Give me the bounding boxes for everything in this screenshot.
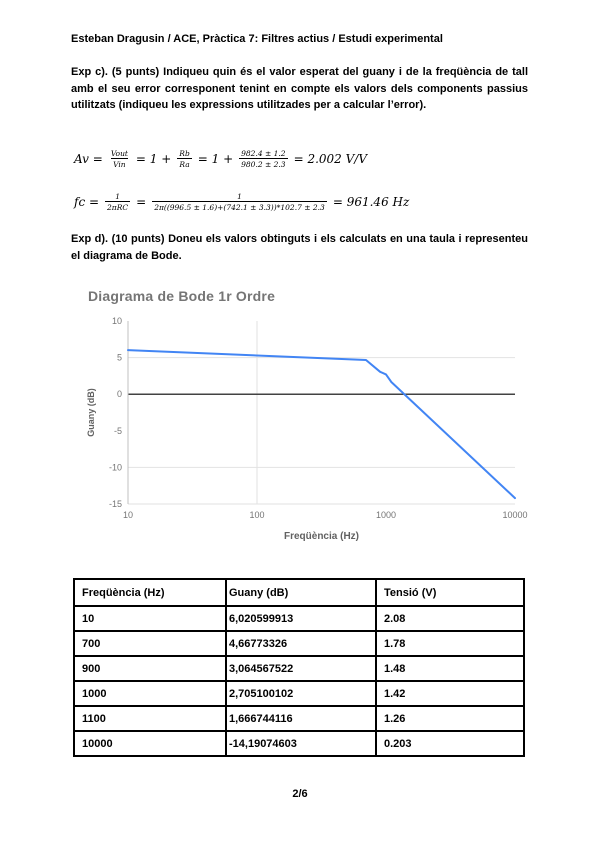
- svg-text:-10: -10: [109, 462, 122, 472]
- x-tick-labels: 10 100 1000 10000: [123, 510, 528, 520]
- table-body: 10 6,020599913 2.08 700 4,66773326 1.78 900 3,0…: [73, 605, 525, 757]
- bode-chart: Diagrama de Bode 1r Ordre 10 5 0 -5 -10 -15 10…: [80, 288, 550, 542]
- table-header-cell: Tensió (V): [375, 578, 525, 607]
- table-cell: 1100: [73, 705, 227, 732]
- table-cell: 0.203: [375, 730, 525, 757]
- fraction-denominator: Ra: [177, 158, 192, 169]
- table-cell: 1.48: [375, 655, 525, 682]
- table-cell: 4,66773326: [225, 630, 377, 657]
- formula-fraction: Vout Vin: [109, 149, 130, 170]
- table-header-row: Freqüència (Hz) Guany (dB) Tensió (V): [73, 578, 525, 607]
- table-header-cell: Guany (dB): [225, 578, 377, 607]
- y-axis-title: Guany (dB): [86, 388, 96, 437]
- table-row: 1100 1,666744116 1.26: [73, 705, 525, 732]
- y-tick-labels: 10 5 0 -5 -10 -15: [109, 316, 122, 509]
- table-cell: 2.08: [375, 605, 525, 632]
- fraction-numerator: 982.4 ± 1.2: [241, 148, 286, 158]
- chart-title: Diagrama de Bode 1r Ordre: [88, 288, 276, 304]
- fraction-denominator: 980.2 ± 2.3: [239, 158, 288, 169]
- svg-text:-5: -5: [114, 426, 122, 436]
- table-cell: 1000: [73, 680, 227, 707]
- table-head: Freqüència (Hz) Guany (dB) Tensió (V): [73, 578, 525, 607]
- formula-text: = 961.46 Hz: [332, 195, 410, 209]
- svg-text:10: 10: [112, 316, 122, 326]
- exp-c-paragraph: Exp c). (5 punts) Indiqueu quin és el va…: [71, 66, 528, 112]
- formula-text: =: [136, 195, 147, 209]
- fraction-numerator: Rb: [179, 148, 190, 158]
- exp-d-paragraph: Exp d). (10 punts) Doneu els valors obti…: [71, 233, 528, 262]
- formula-fraction: 982.4 ± 1.2 980.2 ± 2.3: [239, 148, 288, 170]
- gain-formula: Av = Vout Vin = 1 + Rb Ra = 1 + 982.4 ± 1.2 980.…: [71, 146, 370, 172]
- cutoff-formula: fc = 1 2πRC = 1 2π((996.5 ± 1.6)+(742.1 ± 3.3…: [71, 189, 412, 215]
- table-row: 10 6,020599913 2.08: [73, 605, 525, 632]
- gain-series-line: [127, 349, 516, 500]
- formula-text: Av =: [74, 152, 103, 166]
- fraction-denominator: Vin: [111, 158, 128, 169]
- table-cell: 10: [73, 605, 227, 632]
- table-header-cell: Freqüència (Hz): [73, 578, 227, 607]
- svg-text:-15: -15: [109, 499, 122, 509]
- table-cell: -14,19074603: [225, 730, 377, 757]
- fraction-numerator: 1: [115, 191, 120, 201]
- formula-fraction: 1 2πRC: [105, 191, 131, 213]
- table-cell: 900: [73, 655, 227, 682]
- table-cell: 700: [73, 630, 227, 657]
- page-number: 2/6: [292, 788, 308, 800]
- table-row: 1000 2,705100102 1.42: [73, 680, 525, 707]
- fraction-numerator: Vout: [110, 148, 128, 158]
- svg-text:100: 100: [249, 510, 264, 520]
- formula-text: = 1 +: [135, 152, 172, 166]
- document-header: Esteban Dragusin / ACE, Pràctica 7: Filt…: [71, 33, 443, 45]
- table-row: 900 3,064567522 1.48: [73, 655, 525, 682]
- svg-text:5: 5: [117, 353, 122, 363]
- formula-fraction: 1 2π((996.5 ± 1.6)+(742.1 ± 3.3))*102.7 ±…: [152, 192, 327, 213]
- formula-text: = 2.002 V/V: [293, 152, 367, 166]
- svg-text:1000: 1000: [376, 510, 396, 520]
- table-cell: 6,020599913: [225, 605, 377, 632]
- formula-text: = 1 +: [197, 152, 234, 166]
- x-axis-title: Freqüència (Hz): [284, 531, 359, 542]
- table-cell: 2,705100102: [225, 680, 377, 707]
- svg-text:10: 10: [123, 510, 133, 520]
- table-cell: 1.26: [375, 705, 525, 732]
- fraction-denominator: 2πRC: [105, 201, 131, 212]
- table-cell: 1,666744116: [225, 705, 377, 732]
- table-row: 700 4,66773326 1.78: [73, 630, 525, 657]
- formula-fraction: Rb Ra: [177, 148, 192, 170]
- fraction-numerator: 1: [237, 191, 242, 201]
- h-gridlines: [128, 357, 515, 505]
- table-cell: 1.78: [375, 630, 525, 657]
- fraction-denominator: 2π((996.5 ± 1.6)+(742.1 ± 3.3))*102.7 ± …: [152, 201, 327, 212]
- table-cell: 1.42: [375, 680, 525, 707]
- results-table: Freqüència (Hz) Guany (dB) Tensió (V) 10 6,…: [73, 578, 525, 757]
- table-cell: 10000: [73, 730, 227, 757]
- table-cell: 3,064567522: [225, 655, 377, 682]
- formula-text: fc =: [74, 195, 100, 209]
- svg-text:10000: 10000: [502, 510, 527, 520]
- svg-text:0: 0: [117, 389, 122, 399]
- table-row: 10000 -14,19074603 0.203: [73, 730, 525, 757]
